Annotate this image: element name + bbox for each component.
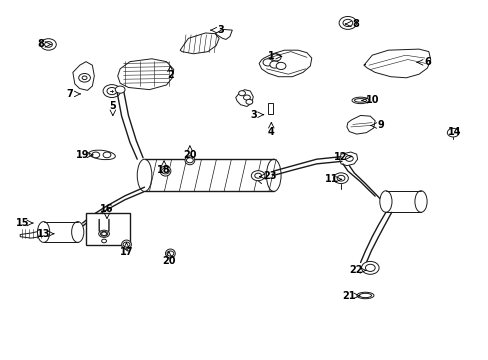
Text: 18: 18 <box>157 165 170 175</box>
Polygon shape <box>339 152 357 166</box>
Text: 5: 5 <box>109 102 116 112</box>
Text: 13: 13 <box>37 229 50 239</box>
Circle shape <box>166 251 173 256</box>
Bar <box>385 191 420 212</box>
Text: 8: 8 <box>37 40 44 49</box>
Circle shape <box>107 87 117 95</box>
Polygon shape <box>215 30 232 40</box>
Ellipse shape <box>354 99 366 102</box>
Polygon shape <box>73 62 94 90</box>
Text: 20: 20 <box>183 150 196 160</box>
Circle shape <box>345 156 352 161</box>
Circle shape <box>41 39 56 50</box>
Circle shape <box>102 232 106 235</box>
Ellipse shape <box>351 97 368 104</box>
Text: 22: 22 <box>348 265 362 275</box>
Polygon shape <box>346 116 374 134</box>
Circle shape <box>103 85 121 98</box>
Ellipse shape <box>100 231 107 236</box>
Circle shape <box>245 99 252 104</box>
Bar <box>43 222 78 242</box>
Circle shape <box>79 73 90 82</box>
Circle shape <box>238 91 245 96</box>
Ellipse shape <box>99 230 109 237</box>
Text: 21: 21 <box>342 291 355 301</box>
Text: 16: 16 <box>100 204 114 215</box>
Circle shape <box>186 158 193 163</box>
Ellipse shape <box>165 249 175 258</box>
Text: 8: 8 <box>351 19 358 29</box>
Text: 17: 17 <box>120 247 133 257</box>
Polygon shape <box>180 33 219 54</box>
Ellipse shape <box>266 159 281 192</box>
Circle shape <box>251 171 264 181</box>
Ellipse shape <box>356 292 373 299</box>
Circle shape <box>365 264 374 271</box>
Text: 4: 4 <box>267 127 274 136</box>
Circle shape <box>82 76 87 80</box>
Circle shape <box>254 173 261 178</box>
Circle shape <box>263 59 272 66</box>
Text: 23: 23 <box>263 171 276 181</box>
Circle shape <box>338 17 356 30</box>
Polygon shape <box>20 229 43 238</box>
Circle shape <box>447 129 458 137</box>
Polygon shape <box>259 50 311 77</box>
Text: 19: 19 <box>76 150 89 160</box>
Text: 7: 7 <box>66 89 73 99</box>
Ellipse shape <box>122 240 131 249</box>
Ellipse shape <box>184 156 194 165</box>
Bar <box>144 159 273 192</box>
Circle shape <box>243 95 250 100</box>
Text: 15: 15 <box>16 218 29 228</box>
Circle shape <box>103 152 111 158</box>
Ellipse shape <box>160 166 170 176</box>
Bar <box>267 103 272 114</box>
Text: 2: 2 <box>167 70 173 80</box>
Ellipse shape <box>38 222 50 242</box>
Polygon shape <box>363 49 430 78</box>
Circle shape <box>44 41 52 47</box>
Circle shape <box>161 168 169 174</box>
Text: 12: 12 <box>334 152 347 162</box>
Text: 1: 1 <box>267 51 274 61</box>
Text: 9: 9 <box>377 121 384 130</box>
Text: 10: 10 <box>365 95 378 105</box>
Ellipse shape <box>137 159 152 192</box>
Ellipse shape <box>89 150 115 159</box>
Text: 3: 3 <box>217 25 224 35</box>
Circle shape <box>342 19 352 27</box>
Circle shape <box>333 173 347 184</box>
Circle shape <box>336 175 344 181</box>
Ellipse shape <box>414 191 426 212</box>
Circle shape <box>271 54 281 61</box>
Circle shape <box>115 86 125 93</box>
Circle shape <box>92 152 100 158</box>
Circle shape <box>102 239 106 243</box>
Text: 14: 14 <box>447 127 461 136</box>
Circle shape <box>123 242 130 247</box>
Circle shape <box>276 62 285 69</box>
Ellipse shape <box>72 222 83 242</box>
Circle shape <box>269 61 279 68</box>
Circle shape <box>361 261 378 274</box>
Ellipse shape <box>379 191 391 212</box>
Text: 3: 3 <box>249 110 256 120</box>
Ellipse shape <box>359 293 371 298</box>
Text: 11: 11 <box>324 174 337 184</box>
Text: 6: 6 <box>423 57 430 67</box>
Polygon shape <box>235 90 253 107</box>
Polygon shape <box>118 59 173 90</box>
Text: 20: 20 <box>162 256 175 266</box>
Bar <box>86 213 130 245</box>
